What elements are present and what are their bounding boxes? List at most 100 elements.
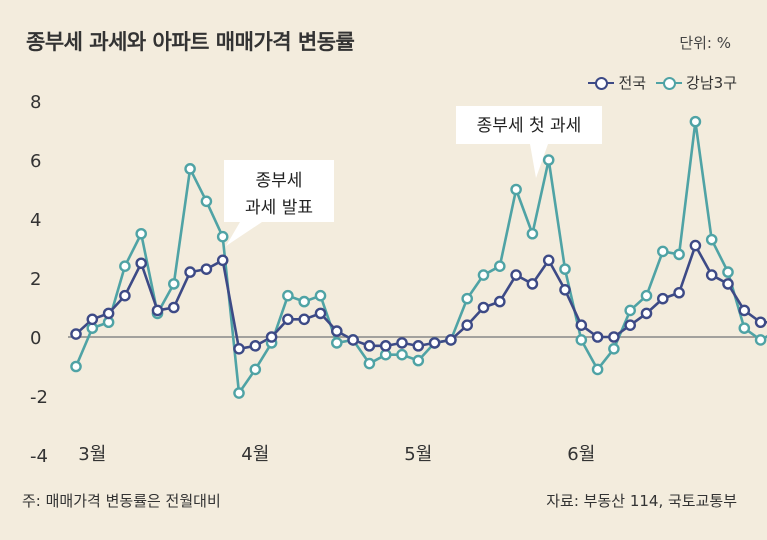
data-point-national [151,304,164,317]
data-point-national [184,266,196,278]
data-point-gangnam [493,260,506,273]
data-point-national [216,254,229,267]
callout-text-2: 종부세 첫 과세 [477,116,582,136]
data-point-national [559,283,571,296]
x-month-label: 3월 [78,444,106,465]
data-point-gangnam [282,289,294,302]
data-point-national [722,278,734,290]
x-month-label: 6월 [567,444,595,465]
data-point-national [542,254,555,267]
data-point-national [282,313,294,326]
data-point-gangnam [689,115,702,128]
data-point-gangnam [608,342,620,355]
data-point-national [705,269,718,281]
data-point-national [657,292,669,305]
chart-title: 종부세 과세와 아파트 매매가격 변동률 [26,30,355,54]
data-point-national [738,304,751,317]
data-point-gangnam [184,163,196,175]
y-tick-label: 8 [30,92,41,113]
legend-swatch-gangnam [656,76,683,90]
data-point-national [575,319,588,332]
data-point-gangnam [510,183,522,196]
data-point-gangnam [754,334,767,346]
data-point-gangnam [119,260,131,273]
data-point-gangnam [575,334,588,346]
data-point-gangnam [412,354,425,367]
data-point-national [412,340,425,352]
data-point-national [640,307,653,320]
data-point-national [477,301,490,314]
series-line-gangnam [74,120,767,395]
data-point-national [265,331,278,343]
data-point-national [428,337,441,349]
legend: 전국 강남3구 [588,72,737,93]
data-point-national [314,307,327,320]
data-point-gangnam [526,227,539,240]
data-point-national [461,319,474,332]
data-point-national [591,331,604,343]
data-point-national [330,325,343,337]
callout-text-1: 종부세 [256,171,303,191]
unit-label: 단위: % [679,34,731,52]
data-point-national [673,286,685,299]
legend-label-gangnam: 강남3구 [686,74,737,92]
data-point-national [102,307,115,320]
data-point-national [249,340,262,352]
data-point-national [200,263,213,275]
data-point-national [526,278,539,290]
data-point-gangnam [314,289,327,302]
data-point-national [86,313,99,326]
y-tick-label: 4 [30,210,41,231]
y-tick-label: 0 [30,328,41,349]
y-tick-label: 6 [30,151,41,172]
data-point-gangnam [135,227,147,240]
data-point-gangnam [70,360,82,373]
callout-text-1: 과세 발표 [245,198,313,218]
callout-box-1 [224,160,334,246]
data-point-gangnam [477,269,490,281]
data-point-gangnam [167,278,180,290]
data-point-gangnam [233,387,245,399]
y-tick-label: 2 [30,269,41,290]
data-point-national [363,340,376,352]
data-point-gangnam [722,266,734,278]
legend-item-gangnam: 강남3구 [656,72,737,93]
data-point-gangnam [330,337,343,349]
legend-label-national: 전국 [618,74,647,92]
data-point-national [689,239,702,252]
data-point-national [445,334,457,346]
data-point-national [119,289,131,302]
data-point-gangnam [363,357,376,370]
y-tick-label: -2 [30,387,48,408]
data-point-gangnam [591,363,604,376]
footnote: 주: 매매가격 변동률은 전월대비 [22,492,221,510]
data-point-gangnam [705,233,718,246]
data-point-gangnam [216,230,229,243]
callout-box-2 [456,106,602,178]
legend-swatch-national [588,76,615,90]
data-point-national [347,334,359,346]
data-point-gangnam [640,289,653,302]
data-point-gangnam [200,195,213,208]
data-point-national [396,337,408,349]
x-month-label: 5월 [404,444,432,465]
data-point-national [624,319,637,332]
data-point-gangnam [461,292,474,305]
data-point-gangnam [673,248,685,261]
data-point-gangnam [542,154,555,166]
data-point-gangnam [624,304,637,317]
data-point-national [493,295,506,308]
data-point-national [379,340,392,352]
data-point-gangnam [559,263,571,275]
data-point-national [510,269,522,281]
data-point-gangnam [249,363,262,376]
data-point-national [233,342,245,355]
data-point-national [298,313,311,326]
data-point-national [135,257,147,270]
data-point-national [70,328,82,340]
data-point-gangnam [738,322,751,334]
data-point-national [608,331,620,343]
data-point-national [167,301,180,314]
y-tick-label: -4 [30,446,48,467]
